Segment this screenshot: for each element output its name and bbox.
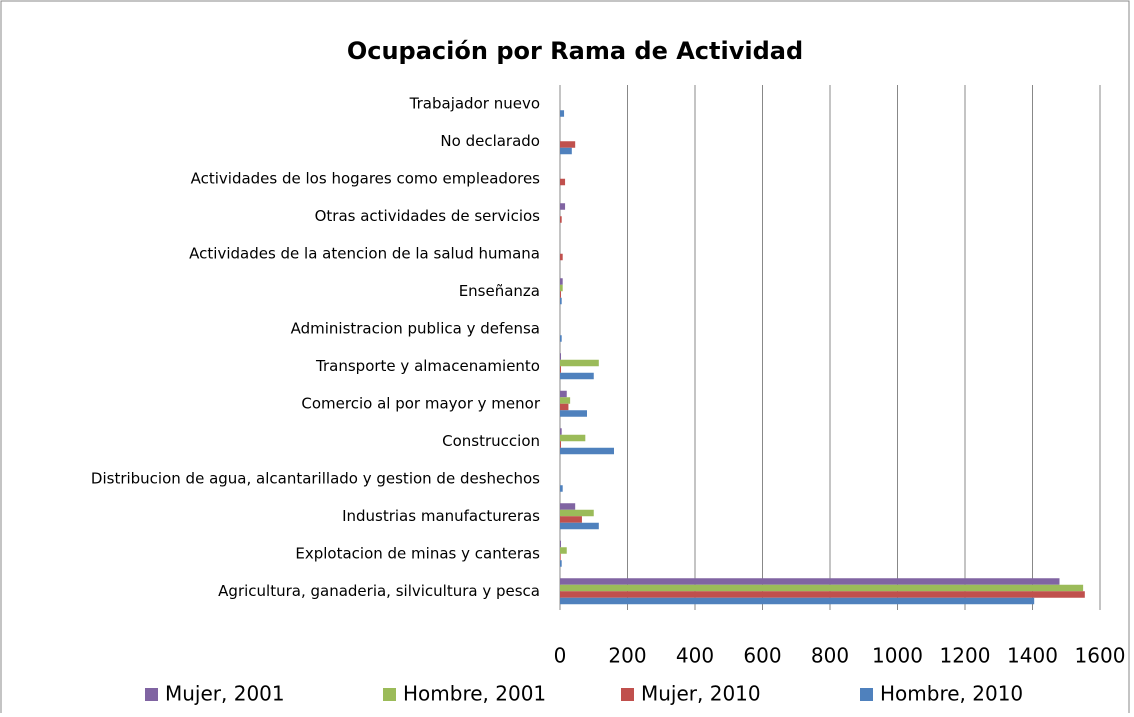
- bar: [560, 584, 1084, 592]
- legend-marker: [860, 688, 873, 701]
- x-tick-label: 1000: [872, 644, 923, 668]
- y-tick-label: Industrias manufactureras: [342, 507, 540, 525]
- bar: [560, 253, 563, 261]
- bar: [560, 547, 567, 554]
- x-tick-label: 1600: [1075, 644, 1126, 668]
- bar: [560, 509, 594, 517]
- y-tick-label: Comercio al por mayor y menor: [301, 394, 540, 412]
- bar: [560, 540, 562, 548]
- bar: [560, 447, 614, 455]
- bar: [560, 284, 563, 292]
- legend-label: Mujer, 2010: [641, 682, 761, 706]
- x-tick-label: 0: [554, 644, 567, 668]
- x-tick-label: 800: [811, 644, 849, 668]
- y-tick-label: Administracion publica y defensa: [291, 319, 540, 337]
- chart-title: Ocupación por Rama de Actividad: [347, 37, 803, 65]
- bar: [560, 335, 562, 342]
- bar: [560, 522, 599, 530]
- legend-marker: [621, 688, 634, 701]
- y-tick-label: Trabajador nuevo: [409, 94, 540, 112]
- bar: [560, 216, 562, 223]
- bar: [560, 390, 567, 398]
- x-tick-label: 1400: [1007, 644, 1058, 668]
- y-tick-label: Otras actividades de servicios: [315, 207, 541, 225]
- bar: [560, 372, 594, 380]
- bar: [560, 178, 566, 186]
- bar: [560, 578, 1060, 585]
- legend-marker: [383, 688, 396, 701]
- y-tick-label: Actividades de los hogares como empleado…: [191, 169, 541, 187]
- legend-label: Hombre, 2001: [403, 682, 546, 706]
- bar: [560, 428, 562, 435]
- bar: [560, 141, 576, 148]
- bar: [560, 359, 599, 367]
- x-tick-label: 400: [676, 644, 714, 668]
- bar: [560, 485, 563, 492]
- bar: [560, 278, 563, 285]
- bar: [560, 516, 582, 523]
- legend-marker: [145, 688, 158, 701]
- bar: [560, 403, 569, 411]
- bar: [560, 110, 565, 117]
- bar: [560, 434, 586, 442]
- legend-label: Mujer, 2001: [165, 682, 285, 706]
- y-tick-label: Explotacion de minas y canteras: [295, 544, 540, 562]
- x-tick-label: 200: [608, 644, 646, 668]
- y-tick-label: Actividades de la atencion de la salud h…: [189, 244, 540, 262]
- bar: [560, 553, 561, 561]
- bar: [560, 147, 572, 155]
- bar: [560, 297, 562, 305]
- legend-label: Hombre, 2010: [880, 682, 1023, 706]
- y-tick-label: No declarado: [440, 132, 540, 150]
- y-tick-label: Construccion: [442, 432, 540, 450]
- y-tick-label: Agricultura, ganaderia, silvicultura y p…: [218, 582, 540, 600]
- bar: [560, 397, 571, 404]
- bar: [560, 410, 587, 417]
- bar: [560, 591, 1085, 598]
- x-tick-label: 1200: [940, 644, 991, 668]
- bar: [560, 353, 562, 360]
- y-tick-label: Transporte y almacenamiento: [315, 357, 540, 375]
- bar: [560, 560, 562, 567]
- bar: [560, 503, 576, 510]
- bar: [560, 203, 566, 210]
- bar: [560, 441, 562, 448]
- bar: [560, 597, 1035, 605]
- y-tick-label: Distribucion de agua, alcantarillado y g…: [91, 469, 540, 487]
- y-tick-label: Enseñanza: [459, 282, 540, 300]
- bar: [560, 291, 562, 298]
- bar: [560, 366, 562, 373]
- x-tick-label: 600: [743, 644, 781, 668]
